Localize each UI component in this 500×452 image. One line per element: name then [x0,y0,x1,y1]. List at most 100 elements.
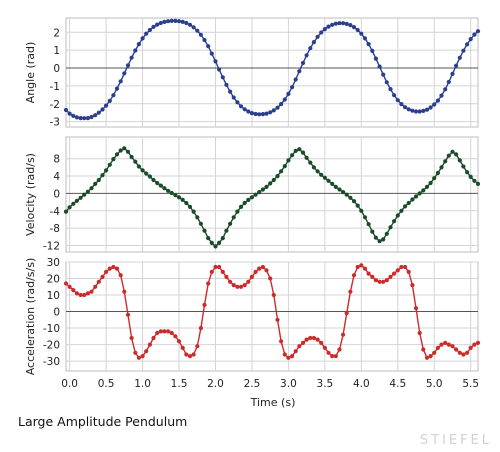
data-point [435,345,440,350]
data-point [428,354,433,359]
data-point [180,345,185,350]
data-point [384,231,389,236]
data-point [311,40,316,45]
data-point [395,98,400,103]
data-point [144,349,149,354]
data-point [93,284,98,289]
data-point [166,188,171,193]
data-point [351,199,357,204]
data-point [424,107,430,112]
data-point [155,330,160,336]
data-point [315,169,320,174]
data-point [308,46,313,51]
data-point [206,281,211,286]
data-point [290,354,295,359]
data-point [344,21,349,26]
data-point [209,240,214,245]
data-point [155,22,160,27]
data-point [286,158,291,163]
data-point [158,183,163,188]
x-tick-label: 4.5 [389,378,406,390]
data-point [293,148,298,153]
data-point [406,200,411,206]
data-point [319,340,324,345]
y-axis-label: Angle (rad) [24,42,37,104]
x-tick-label: 1.5 [171,378,188,390]
data-point [195,344,200,349]
data-point [454,152,459,157]
y-tick-label: -3 [50,117,60,129]
data-point [184,200,189,206]
data-point [326,178,331,183]
data-point [399,264,404,270]
x-axis: 0.0 0.5 1.0 1.5 2.0 2.5 3.0 3.5 4.0 4.5 5.0 5.5 [61,378,479,390]
data-point [82,116,87,121]
data-point [260,264,265,270]
data-point [78,116,83,121]
y-tick-label: 0 [53,188,60,200]
data-point [341,21,346,26]
data-point [461,48,466,53]
data-point [293,349,298,354]
data-point [319,30,324,35]
data-point [297,147,302,152]
data-point [253,111,258,117]
data-point [242,200,247,206]
data-point [461,164,466,169]
data-point [107,162,112,167]
data-point [351,273,357,278]
data-point [180,197,185,202]
data-point [333,21,338,26]
data-point [217,240,222,245]
data-point [198,32,203,37]
data-point [85,116,90,121]
data-point [238,104,244,109]
data-point [475,181,481,186]
data-point [304,337,309,342]
data-point [424,355,430,360]
data-point [406,107,411,112]
data-point [413,194,419,199]
data-point [392,219,397,224]
data-point [63,281,69,286]
data-point [268,181,273,186]
data-point [220,75,225,80]
data-point [144,31,149,36]
data-point [282,352,287,357]
data-point [330,354,335,359]
data-point [202,37,207,43]
data-point [322,27,327,32]
data-point [282,97,287,102]
data-point [432,350,437,355]
data-point [290,153,295,158]
y-tick-label: -10 [43,323,60,335]
data-point [286,355,291,360]
data-point [475,340,481,345]
data-point [450,71,455,76]
data-point [209,51,214,56]
data-point [362,36,368,41]
data-point [82,292,87,298]
data-point [144,171,149,176]
y-tick-label: 0 [53,307,60,319]
data-point [228,279,233,284]
x-tick-label: 2.0 [207,378,224,390]
data-point [253,192,258,197]
data-point [125,63,131,68]
data-point [366,42,371,47]
data-point [410,197,415,202]
data-point [67,111,72,116]
data-point [220,269,225,274]
data-point [176,339,182,344]
data-point [271,108,276,113]
data-point [136,355,141,360]
data-point [96,177,101,183]
data-point [330,22,335,27]
y-tick-label: -2 [50,99,60,111]
data-point [264,184,269,189]
data-point [279,169,284,174]
data-point [67,205,72,210]
data-point [206,44,211,49]
data-point [71,288,76,293]
data-point [268,110,273,115]
